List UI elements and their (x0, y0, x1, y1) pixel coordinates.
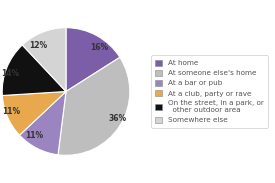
Text: 36%: 36% (108, 114, 126, 123)
Wedge shape (58, 57, 130, 155)
Text: 11%: 11% (25, 131, 43, 140)
Legend: At home, At someone else's home, At a bar or pub, At a club, party or rave, On t: At home, At someone else's home, At a ba… (151, 55, 268, 128)
Text: 16%: 16% (90, 43, 108, 52)
Wedge shape (2, 45, 66, 96)
Text: 11%: 11% (2, 107, 20, 116)
Text: 14%: 14% (2, 69, 20, 78)
Wedge shape (20, 92, 66, 155)
Wedge shape (2, 92, 66, 135)
Wedge shape (66, 28, 120, 92)
Wedge shape (22, 28, 66, 92)
Text: 12%: 12% (29, 41, 48, 50)
